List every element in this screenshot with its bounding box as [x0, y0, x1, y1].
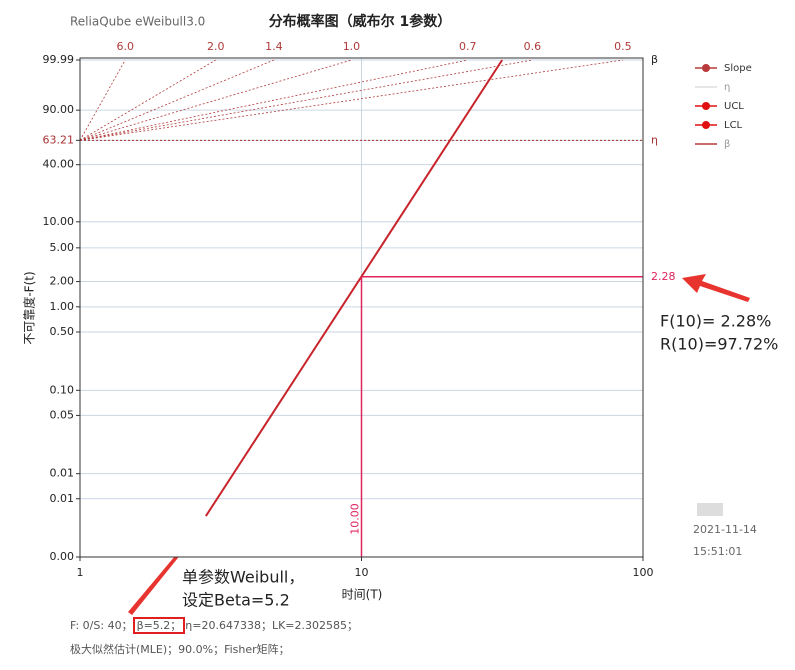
x-tick-label: 10 [355, 566, 369, 579]
beta-line [79, 59, 623, 141]
footer-text: F: 0/S: 40； [70, 619, 133, 632]
callout-r10: R(10)=97.72% [660, 335, 778, 354]
arrow [128, 510, 212, 615]
callout-f10: F(10)= 2.28% [660, 312, 771, 331]
beta-label: 1.4 [265, 40, 283, 53]
eta-label: η [651, 133, 658, 146]
y-tick-label: 5.00 [50, 241, 75, 254]
y-tick-label: 1.00 [50, 300, 75, 313]
legend-label: LCL [724, 120, 743, 131]
y-tick-label: 0.01 [50, 492, 75, 505]
legend-label: β [724, 139, 730, 150]
beta-label: 0.5 [614, 40, 632, 53]
beta-line [79, 59, 352, 141]
callout-model: 单参数Weibull， [182, 568, 304, 587]
legend-label: UCL [724, 101, 744, 112]
y-tick-label: 2.00 [50, 275, 75, 288]
beta-line [79, 59, 126, 141]
y-tick-label: 63.21 [43, 133, 75, 146]
footer-line: 极大似然估计(MLE)；90.0%；Fisher矩阵； [70, 643, 290, 656]
beta-axis-label: β [651, 53, 658, 66]
y-tick-label: 99.99 [43, 53, 75, 66]
y-axis-label: 不可靠度-F(t) [22, 271, 37, 344]
beta-label: 0.6 [524, 40, 542, 53]
chart-title: 分布概率图（威布尔 1参数） [269, 13, 452, 30]
beta-label: 0.7 [459, 40, 477, 53]
y-tick-label: 0.00 [50, 550, 75, 563]
beta-label: 6.0 [116, 40, 134, 53]
beta-label: 2.0 [207, 40, 225, 53]
legend-marker [702, 121, 710, 129]
date: 2021-11-14 [693, 523, 757, 536]
callout-model: 设定Beta=5.2 [182, 591, 290, 610]
footer-line: F: 0/S: 40； β=5.2； η=20.647338；LK=2.302585… [70, 617, 359, 634]
app-name: ReliaQube eWeibull3.0 [70, 15, 205, 29]
beta-line [79, 59, 275, 141]
beta-line [79, 59, 533, 141]
legend-label: Slope [724, 63, 752, 74]
arrow [682, 274, 750, 302]
footer-beta: β=5.2； [132, 617, 186, 634]
y-tick-label: 40.00 [43, 158, 75, 171]
marker-x-label: 10.00 [349, 503, 362, 535]
plot-area: 99.99 90.00 63.21 40.00 10.00 5.00 2.00 1.00 0.5… [43, 40, 752, 579]
plot-frame [79, 57, 644, 558]
x-tick-label: 1 [77, 566, 84, 579]
marker-y-label: 2.28 [651, 270, 676, 283]
blurred-label [697, 503, 723, 516]
beta-label: 1.0 [343, 40, 361, 53]
footer-text: η=20.647338；LK=2.302585； [185, 619, 359, 632]
legend-label: η [724, 82, 730, 93]
time: 15:51:01 [693, 545, 742, 558]
y-tick-label: 10.00 [43, 215, 75, 228]
y-tick-label: 0.10 [50, 383, 75, 396]
fit-line [205, 59, 504, 517]
x-tick-label: 100 [633, 566, 654, 579]
y-tick-label: 0.01 [50, 467, 75, 480]
x-axis-label: 时间(T) [342, 588, 383, 602]
legend-marker [702, 102, 710, 110]
y-tick-label: 0.50 [50, 325, 75, 338]
legend-marker [702, 64, 710, 72]
y-tick-label: 0.05 [50, 408, 75, 421]
y-tick-label: 90.00 [43, 103, 75, 116]
